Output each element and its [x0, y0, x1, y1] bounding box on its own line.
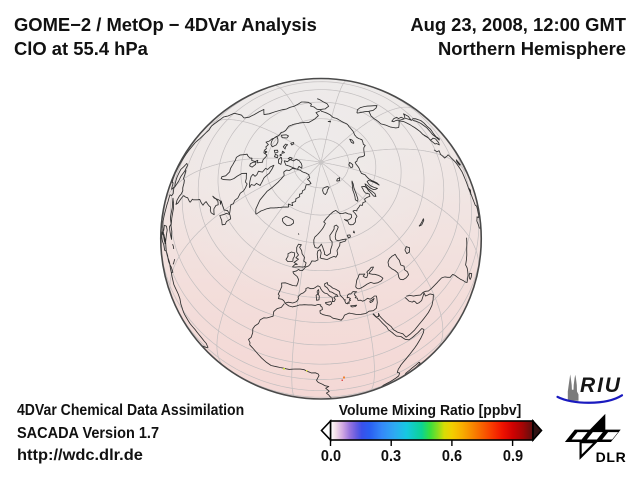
svg-text:DLR: DLR [596, 449, 627, 465]
svg-text:RIU: RIU [580, 374, 622, 397]
